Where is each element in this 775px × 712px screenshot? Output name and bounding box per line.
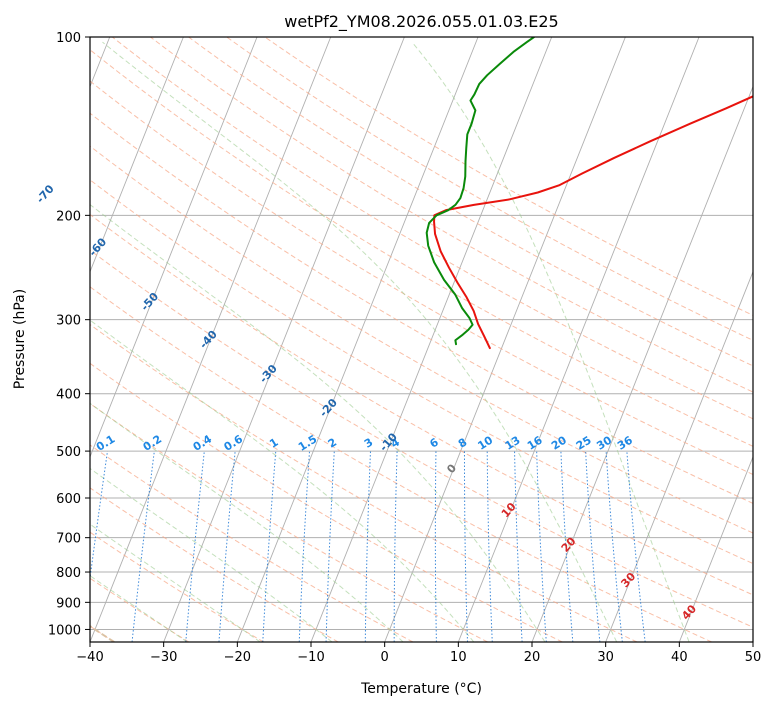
isotherm-line — [90, 37, 184, 273]
dry-adiabat-line — [264, 37, 753, 316]
axes: −40 −30 −20 −10 0 10 20 30 40 50 100 200 300 400 500 60… — [48, 31, 761, 665]
y-tick-label: 1000 — [48, 623, 81, 638]
mixing-ratio-line — [434, 451, 437, 642]
moist-adiabat-line — [90, 467, 333, 642]
y-tick-label: 900 — [56, 596, 81, 611]
dry-adiabat-line — [90, 323, 638, 642]
x-tick-label: 30 — [597, 650, 614, 665]
dewpoint-profile-line — [425, 37, 536, 346]
moist-adiabat-line — [411, 41, 690, 642]
dry-adiabat-line — [90, 286, 712, 642]
mixing-ratio-line — [393, 451, 398, 642]
y-tick-label: 200 — [56, 209, 81, 224]
y-axis-label: Pressure (hPa) — [12, 289, 28, 389]
mixing-ratio-line — [364, 451, 371, 642]
moist-adiabat-line — [90, 402, 404, 642]
isotherm-line — [236, 37, 479, 642]
mixing-ratio-line — [585, 451, 601, 642]
isotherm-line — [384, 37, 626, 642]
dry-adiabat-line — [188, 37, 753, 367]
x-tick-label: −40 — [76, 650, 103, 665]
isotherm-line — [90, 37, 332, 642]
x-tick-label: 10 — [450, 650, 467, 665]
isotherm-line — [678, 455, 753, 642]
x-tick-label: −10 — [297, 650, 324, 665]
dry-adiabat-line — [90, 80, 753, 476]
mixing-ratio-line — [560, 451, 574, 642]
y-tick-label: 600 — [56, 492, 81, 507]
mixing-ratio-line — [218, 451, 236, 642]
plot-frame — [89, 36, 754, 643]
x-tick-label: −20 — [224, 650, 251, 665]
mixing-ratio-line — [298, 451, 311, 642]
mixing-ratio-line — [626, 451, 646, 642]
moist-adiabat-line — [90, 575, 188, 642]
y-tick-label: 800 — [56, 566, 81, 581]
x-axis-label: Temperature (°C) — [360, 681, 482, 697]
dry-adiabat-line — [90, 249, 753, 628]
moist-adiabat-line — [90, 203, 546, 642]
chart-title: wetPf2_YM08.2026.055.01.03.E25 — [284, 12, 558, 32]
x-tick-label: 20 — [524, 650, 541, 665]
x-tick-label: 50 — [745, 650, 762, 665]
mixing-ratio-line — [463, 451, 469, 642]
dry-adiabat-line — [90, 49, 753, 447]
y-tick-label: 500 — [56, 445, 81, 460]
dry-adiabat-line — [90, 362, 563, 642]
dry-adiabat-line — [90, 112, 753, 504]
x-tick-label: 0 — [381, 650, 389, 665]
isotherm-line — [163, 37, 405, 642]
y-tick-label: 700 — [56, 532, 81, 547]
mixing-ratio-line — [185, 451, 205, 642]
mixing-ratio-line — [262, 451, 277, 642]
mixing-ratio-line — [536, 451, 547, 642]
moist-adiabat-line — [102, 41, 618, 642]
mixing-ratio-line — [605, 451, 623, 642]
dry-adiabat-line — [226, 37, 753, 341]
mixing-ratio-line — [325, 451, 335, 642]
y-tick-label: 100 — [56, 31, 81, 46]
temperature-profile-line — [433, 95, 753, 350]
dry-adiabat-line — [90, 531, 264, 642]
isotherm-line — [90, 37, 258, 459]
y-tick-label: 400 — [56, 388, 81, 403]
mixing-ratio-line — [486, 451, 493, 642]
background-lines — [90, 37, 753, 642]
isotherm-line — [605, 270, 753, 642]
dry-adiabat-line — [90, 213, 753, 596]
isotherm-line — [531, 85, 753, 642]
dry-adiabat-line — [90, 402, 488, 642]
mixing-ratio-line — [514, 451, 523, 642]
x-tick-label: 40 — [671, 650, 688, 665]
moist-adiabat-line — [90, 523, 261, 642]
dry-adiabat-line — [90, 179, 753, 565]
y-tick-label: 300 — [56, 314, 81, 329]
x-tick-label: −30 — [150, 650, 177, 665]
sounding-profiles — [425, 37, 753, 350]
moist-adiabat-line — [90, 319, 475, 642]
dry-adiabat-line — [90, 145, 753, 534]
